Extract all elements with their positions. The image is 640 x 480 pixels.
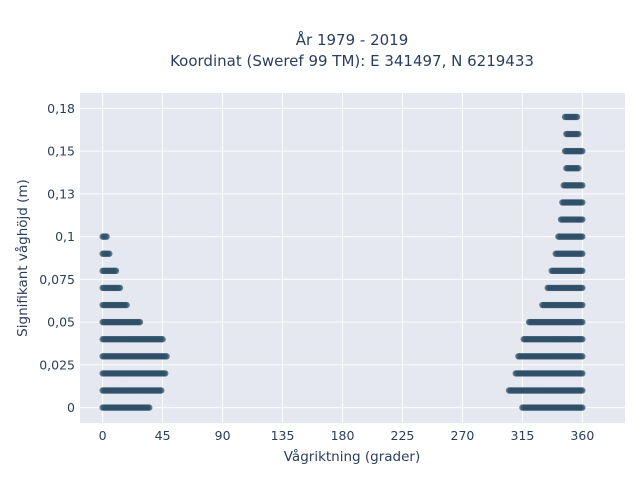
scatter-point [579,284,586,292]
scatter-point [579,182,586,189]
y-tick-label: 0,075 [39,272,75,287]
scatter-point [146,404,153,411]
chart-title-line-1: År 1979 - 2019 [296,30,409,49]
scatter-point [579,353,586,360]
scatter-point [159,336,166,343]
scatter-point [575,130,582,138]
x-tick-label: 45 [155,428,171,443]
scatter-point [579,147,586,155]
y-tick-label: 0,18 [47,101,75,116]
scatter-point [579,387,586,394]
data-points [99,113,586,411]
scatter-point [103,233,110,240]
y-tick-label: 0,1 [55,229,75,244]
y-tick-label: 0,15 [47,144,75,159]
x-tick-label: 0 [99,428,107,443]
scatter-point [579,404,586,411]
scatter-point [579,199,586,206]
scatter-point [579,318,586,326]
y-tick-label: 0,13 [47,186,75,201]
scatter-point [106,250,113,257]
x-tick-label: 135 [271,428,295,443]
y-tick-label: 0 [67,400,75,415]
y-tick-label: 0,025 [39,357,75,372]
y-tick-labels: 0 0,025 0,05 0,075 0,1 0,13 0,15 0,18 [39,101,75,415]
scatter-point [579,336,586,343]
scatter-point [573,113,581,121]
x-tick-label: 90 [215,428,231,443]
scatter-point [158,387,165,394]
scatter-point [579,267,586,275]
x-tick-label: 180 [331,428,355,443]
y-tick-label: 0,05 [47,315,75,330]
y-axis-title: Signifikant våghöjd (m) [14,179,31,337]
scatter-point [136,318,144,326]
scatter-point [579,233,586,240]
scatter-point [579,301,586,309]
scatter-point [116,284,124,292]
x-tick-label: 360 [570,428,594,443]
x-axis-title: Vågriktning (grader) [284,448,421,465]
scatter-point [579,370,586,377]
x-tick-label: 315 [510,428,534,443]
scatter-point [579,250,586,257]
plot-background [80,93,625,423]
scatter-point [112,267,120,275]
scatter-point [579,216,586,223]
scatter-point [163,353,170,360]
scatter-point [575,165,582,172]
scatter-point [162,370,169,377]
chart-title-line-2: Koordinat (Sweref 99 TM): E 341497, N 62… [170,52,534,70]
x-tick-label: 225 [391,428,415,443]
scatter-point [123,301,130,309]
x-tick-label: 270 [451,428,475,443]
x-tick-labels: 0 45 90 135 180 225 270 315 360 [99,428,595,443]
